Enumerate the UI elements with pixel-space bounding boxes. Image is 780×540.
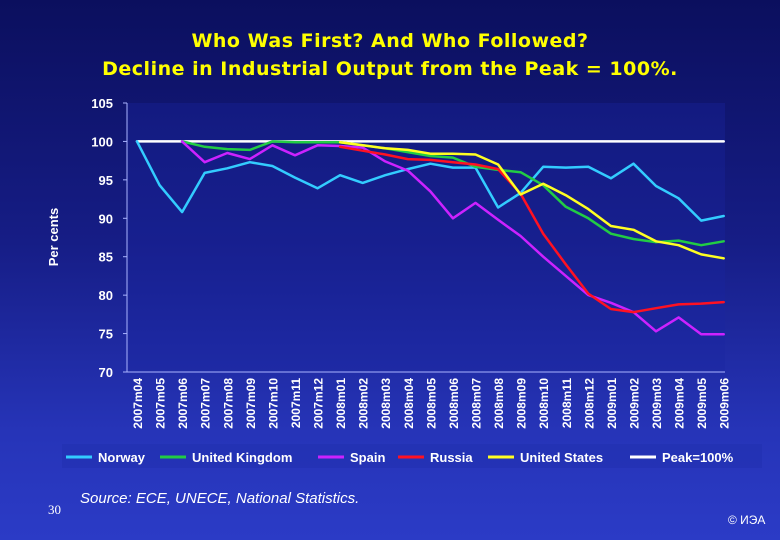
y-tick-label: 90	[99, 211, 113, 226]
chart-title-line-2: Decline in Industrial Output from the Pe…	[102, 58, 678, 80]
x-tick-label: 2007m05	[154, 378, 168, 429]
x-tick-label: 2007m10	[266, 378, 280, 429]
plot-area	[127, 103, 725, 372]
x-tick-label: 2008m02	[357, 378, 371, 429]
series-line-united-kingdom	[180, 140, 725, 247]
x-tick-label: 2009m05	[695, 378, 709, 429]
x-tick-label: 2008m08	[492, 378, 506, 429]
x-tick-label: 2009m03	[650, 378, 664, 429]
legend-label: United Kingdom	[192, 450, 292, 465]
source-note: Source: ECE, UNECE, National Statistics.	[80, 490, 360, 507]
x-tick-label: 2008m03	[379, 378, 393, 429]
x-tick-label: 2008m05	[424, 378, 438, 429]
y-tick-label: 100	[91, 134, 113, 149]
y-tick-label: 105	[91, 96, 113, 111]
x-tick-label: 2008m01	[334, 378, 348, 429]
y-tick-label: 75	[99, 327, 113, 342]
x-tick-label: 2007m07	[199, 378, 213, 429]
y-tick-label: 70	[99, 365, 113, 380]
x-tick-label: 2008m04	[402, 378, 416, 429]
x-tick-label: 2008m10	[537, 378, 551, 429]
x-tick-label: 2008m09	[515, 378, 529, 429]
legend-label: Spain	[350, 450, 385, 465]
x-tick-label: 2009m04	[673, 378, 687, 429]
legend-label: United States	[520, 450, 603, 465]
x-tick-label: 2007m11	[289, 378, 303, 428]
x-tick-label: 2007m12	[312, 378, 326, 429]
x-tick-label: 2008m07	[469, 378, 483, 429]
y-tick-label: 85	[99, 250, 113, 265]
y-tick-label: 95	[99, 173, 113, 188]
x-tick-label: 2009m02	[627, 378, 641, 429]
x-tick-label: 2008m11	[560, 378, 574, 428]
x-tick-label: 2008m12	[582, 378, 596, 429]
x-tick-label: 2007m04	[131, 378, 145, 429]
x-tick-label: 2009m06	[718, 378, 732, 429]
slide-number: 30	[48, 502, 61, 517]
x-tick-label: 2007m08	[221, 378, 235, 429]
y-axis-label: Per cents	[46, 208, 61, 267]
x-tick-label: 2007m06	[176, 378, 190, 429]
legend-label: Russia	[430, 450, 473, 465]
x-tick-label: 2008m06	[447, 378, 461, 429]
x-tick-label: 2009m01	[605, 378, 619, 429]
y-tick-label: 80	[99, 288, 113, 303]
chart-title-line-1: Who Was First? And Who Followed?	[191, 30, 589, 52]
series-line-norway	[135, 140, 725, 222]
series-line-united-states	[338, 140, 725, 260]
legend-label: Peak=100%	[662, 450, 734, 465]
legend-label: Norway	[98, 450, 146, 465]
copyright-note: © ИЭА	[728, 513, 766, 527]
series-line-russia	[338, 145, 725, 314]
x-tick-label: 2007m09	[244, 378, 258, 429]
